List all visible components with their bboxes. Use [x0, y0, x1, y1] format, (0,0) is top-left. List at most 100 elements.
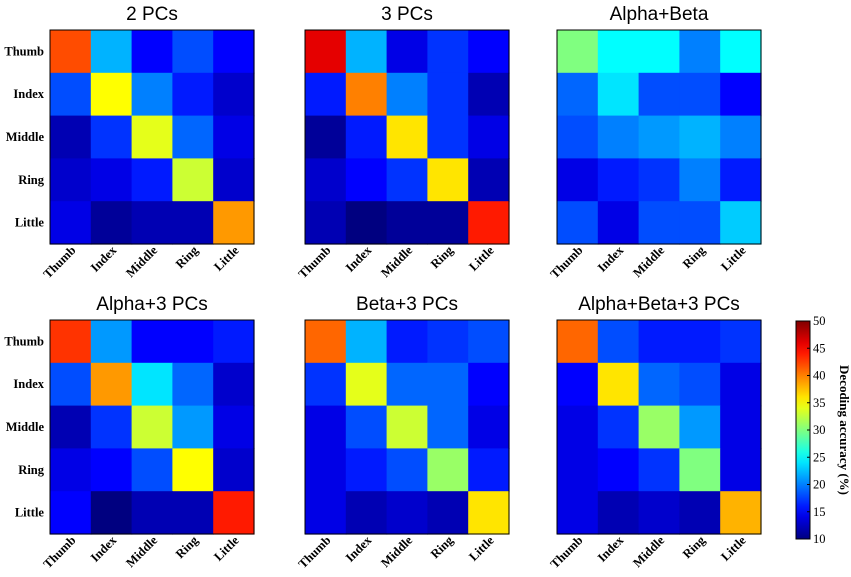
- heatmap-cell: [597, 362, 640, 407]
- heatmap-cell: [213, 448, 255, 492]
- heatmap-cell: [468, 362, 510, 407]
- heatmap-cell: [131, 72, 173, 117]
- column-label: Little: [466, 533, 497, 564]
- heatmap-cell: [90, 72, 133, 117]
- heatmap-cell: [720, 405, 762, 449]
- column-label: Middle: [378, 533, 415, 570]
- heatmap-cell: [557, 491, 599, 535]
- heatmap-cell: [386, 448, 428, 492]
- heatmap-cell: [131, 158, 173, 202]
- heatmap-cell: [597, 115, 640, 159]
- column-label: Ring: [428, 533, 457, 562]
- heatmap-cell: [597, 405, 640, 449]
- heatmap-panel: Alpha+3 PCs Thumb Index Middle Ring Little Thu…: [4, 294, 255, 571]
- heatmap-cell: [679, 320, 721, 364]
- panel-title: Alpha+3 PCs: [96, 294, 207, 315]
- heatmap-cell: [720, 158, 762, 202]
- heatmap-cell: [131, 30, 173, 74]
- heatmap-cell: [386, 491, 428, 535]
- column-label: Thumb: [41, 533, 79, 571]
- column-label: Thumb: [296, 533, 334, 571]
- column-label: Middle: [630, 533, 667, 570]
- heatmap-cell: [305, 405, 347, 449]
- heatmap-cell: [468, 30, 510, 74]
- column-label: Thumb: [548, 533, 586, 571]
- row-label: Index: [13, 377, 44, 391]
- column-label: Ring: [173, 533, 202, 562]
- heatmap-cell: [213, 491, 255, 535]
- heatmap-cell: [345, 158, 388, 202]
- heatmap-panel: Alpha+Beta+3 PCs Thumb Index Middle Ring Litt…: [548, 294, 762, 571]
- heatmap-cell: [427, 448, 469, 492]
- heatmap-cell: [172, 201, 214, 245]
- heatmap-cell: [597, 201, 640, 245]
- heatmap-cell: [345, 30, 388, 74]
- heatmap-cell: [557, 201, 599, 245]
- heatmap-cell: [638, 491, 680, 535]
- heatmap-cell: [305, 448, 347, 492]
- row-label: Index: [13, 87, 44, 101]
- heatmap-cell: [345, 491, 388, 535]
- column-label: Index: [343, 533, 375, 565]
- heatmap-cell: [345, 201, 388, 245]
- colorbar-tick-label: 45: [813, 341, 826, 355]
- colorbar: 10 15 20 25 30 35 40 45 50 Decoding accuracy (%): [795, 314, 851, 546]
- heatmap-cell: [638, 72, 680, 117]
- heatmap-cell: [213, 158, 255, 202]
- heatmap-cell: [679, 115, 721, 159]
- heatmap-cell: [50, 201, 92, 245]
- heatmap-cell: [172, 158, 214, 202]
- heatmap-cell: [427, 158, 469, 202]
- heatmap-cell: [345, 362, 388, 407]
- heatmap-cell: [50, 72, 92, 117]
- heatmap-cell: [90, 320, 133, 364]
- heatmap-cell: [386, 30, 428, 74]
- heatmap-cell: [597, 30, 640, 74]
- heatmap-cell: [50, 158, 92, 202]
- column-label: Middle: [123, 533, 160, 570]
- column-label: Thumb: [296, 243, 334, 281]
- heatmap-cell: [468, 405, 510, 449]
- panel-title: 3 PCs: [381, 4, 433, 25]
- row-label: Thumb: [4, 334, 44, 348]
- heatmap-cell: [638, 115, 680, 159]
- heatmap-cell: [679, 448, 721, 492]
- heatmap-cell: [638, 448, 680, 492]
- heatmap-cell: [597, 158, 640, 202]
- column-label: Little: [211, 533, 242, 564]
- row-label: Ring: [18, 173, 44, 187]
- colorbar-tick-label: 35: [813, 396, 826, 410]
- panel-title: Beta+3 PCs: [356, 294, 458, 315]
- heatmap-cell: [468, 158, 510, 202]
- heatmap-cell: [131, 491, 173, 535]
- heatmap-cell: [720, 448, 762, 492]
- row-label: Ring: [18, 463, 44, 477]
- heatmap-cell: [172, 405, 214, 449]
- heatmap-cell: [720, 115, 762, 159]
- heatmap-cell: [172, 362, 214, 407]
- panel-frame: [49, 29, 255, 245]
- heatmap-cell: [720, 362, 762, 407]
- heatmap-cell: [172, 115, 214, 159]
- column-label: Ring: [173, 243, 202, 272]
- colorbar-tick-label: 50: [813, 314, 826, 328]
- heatmap-cell: [305, 30, 347, 74]
- heatmap-cell: [305, 72, 347, 117]
- heatmap-cell: [172, 30, 214, 74]
- heatmap-cell: [305, 158, 347, 202]
- heatmap-cell: [213, 30, 255, 74]
- heatmap-cell: [345, 72, 388, 117]
- heatmap-cell: [213, 405, 255, 449]
- heatmap-cell: [679, 491, 721, 535]
- column-label: Index: [343, 243, 375, 275]
- heatmap-cell: [427, 72, 469, 117]
- heatmap-cell: [679, 405, 721, 449]
- heatmap-cell: [720, 201, 762, 245]
- column-label: Thumb: [41, 243, 79, 281]
- column-label: Index: [595, 533, 627, 565]
- panel-title: Alpha+Beta: [610, 4, 709, 25]
- heatmap-cell: [90, 115, 133, 159]
- heatmap-cell: [638, 158, 680, 202]
